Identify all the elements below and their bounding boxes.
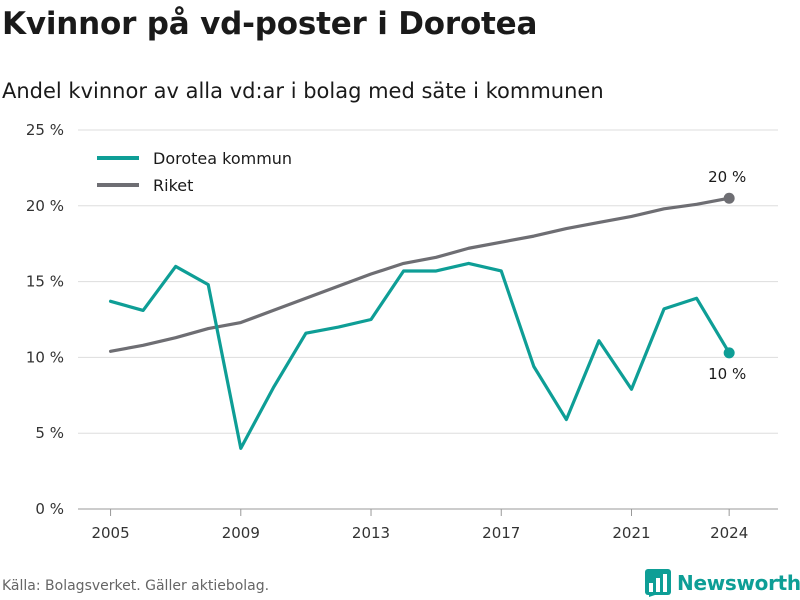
legend-label: Dorotea kommun: [153, 149, 292, 168]
end-labels: 20 % 10 %: [708, 168, 746, 383]
end-point-dorotea: [723, 347, 735, 359]
x-tick-label: 2024: [710, 524, 748, 542]
x-tick-label: 2013: [352, 524, 390, 542]
legend-label: Riket: [153, 176, 193, 195]
chart-subtitle: Andel kvinnor av alla vd:ar i bolag med …: [2, 79, 604, 103]
source-note: Källa: Bolagsverket. Gäller aktiebolag.: [2, 578, 270, 594]
y-axis: 0 % 5 % 10 % 15 % 20 % 25 %: [26, 121, 64, 518]
brand-logo: Newsworthy: [645, 569, 800, 597]
legend: Dorotea kommun Riket: [97, 149, 292, 195]
x-tick-label: 2005: [91, 524, 129, 542]
x-tick-label: 2009: [222, 524, 260, 542]
y-tick-label: 10 %: [26, 348, 64, 366]
series-lines: [108, 192, 735, 450]
grid: [78, 129, 778, 510]
x-tick-label: 2017: [482, 524, 520, 542]
end-label-dorotea: 10 %: [708, 365, 746, 383]
end-label-riket: 20 %: [708, 168, 746, 186]
y-tick-label: 20 %: [26, 197, 64, 215]
y-tick-label: 15 %: [26, 273, 64, 291]
series-line-dorotea: [108, 261, 731, 450]
x-tick-label: 2021: [612, 524, 650, 542]
chart-title: Kvinnor på vd-poster i Dorotea: [2, 6, 538, 42]
y-tick-label: 25 %: [26, 121, 64, 139]
end-point-riket: [723, 192, 735, 204]
x-axis: 2005 2009 2013 2017 2021 2024: [91, 509, 748, 542]
series-line-riket: [108, 196, 731, 353]
y-tick-label: 5 %: [35, 424, 64, 442]
brand-name: Newsworthy: [677, 571, 800, 595]
newsworthy-icon: [645, 569, 671, 597]
y-tick-label: 0 %: [35, 500, 64, 518]
